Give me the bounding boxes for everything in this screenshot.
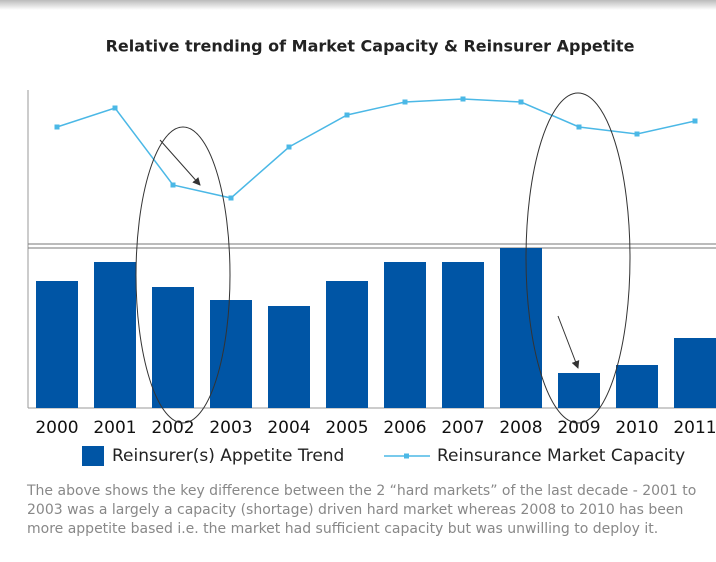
bar: [152, 287, 194, 408]
point: [170, 182, 176, 188]
legend-swatch: [404, 453, 409, 459]
line: [56, 98, 696, 199]
x-tick-label: 2010: [615, 418, 658, 438]
bar: [384, 262, 426, 408]
bar: [558, 373, 600, 408]
point: [460, 96, 466, 102]
bar: [500, 248, 542, 408]
x-tick-label: 2001: [93, 418, 136, 438]
bar: [268, 306, 310, 408]
x-tick-label: 2002: [151, 418, 194, 438]
point: [518, 99, 524, 105]
point: [692, 118, 698, 124]
x-tick-label: 2005: [325, 418, 368, 438]
annotation-ellipse: [135, 126, 231, 424]
caption-line: The above shows the key difference betwe…: [26, 483, 696, 499]
point: [228, 195, 234, 201]
bar: [616, 365, 658, 408]
bar: [442, 262, 484, 408]
marks: 2000 2001 2002 2003 2004 2005 2006 2007 2008 2009…: [35, 96, 716, 438]
bar: [94, 262, 136, 408]
x-tick-label: 2006: [383, 418, 426, 438]
top-shadow: [0, 0, 716, 10]
bar: [36, 281, 78, 408]
chart-title: Relative trending of Market Capacity & R…: [106, 37, 635, 56]
x-tick-label: 2008: [499, 418, 542, 438]
point: [54, 124, 60, 130]
point: [576, 124, 582, 130]
point: [286, 144, 292, 150]
x-tick-label: 2011: [673, 418, 716, 438]
annotation-arrow: [159, 139, 201, 186]
x-tick-label: 2009: [557, 418, 600, 438]
caption-line: more appetite based i.e. the market had …: [27, 521, 658, 537]
bar: [326, 281, 368, 408]
annotation-ellipse: [525, 92, 631, 424]
point: [402, 99, 408, 105]
x-tick-label: 2000: [35, 418, 78, 438]
x-tick-label: 2003: [209, 418, 252, 438]
point: [344, 112, 350, 118]
x-tick-label: 2007: [441, 418, 484, 438]
bar: [674, 338, 716, 408]
bar: [210, 300, 252, 408]
legend-label: Reinsurance Market Capacity: [437, 446, 685, 466]
point: [634, 131, 640, 137]
legend-label: Reinsurer(s) Appetite Trend: [112, 446, 344, 466]
annotation-arrow: [557, 315, 580, 369]
legend-swatch: [82, 446, 104, 466]
point: [112, 105, 118, 111]
caption-line: 2003 was a largely a capacity (shortage)…: [27, 502, 683, 518]
x-tick-label: 2004: [267, 418, 310, 438]
